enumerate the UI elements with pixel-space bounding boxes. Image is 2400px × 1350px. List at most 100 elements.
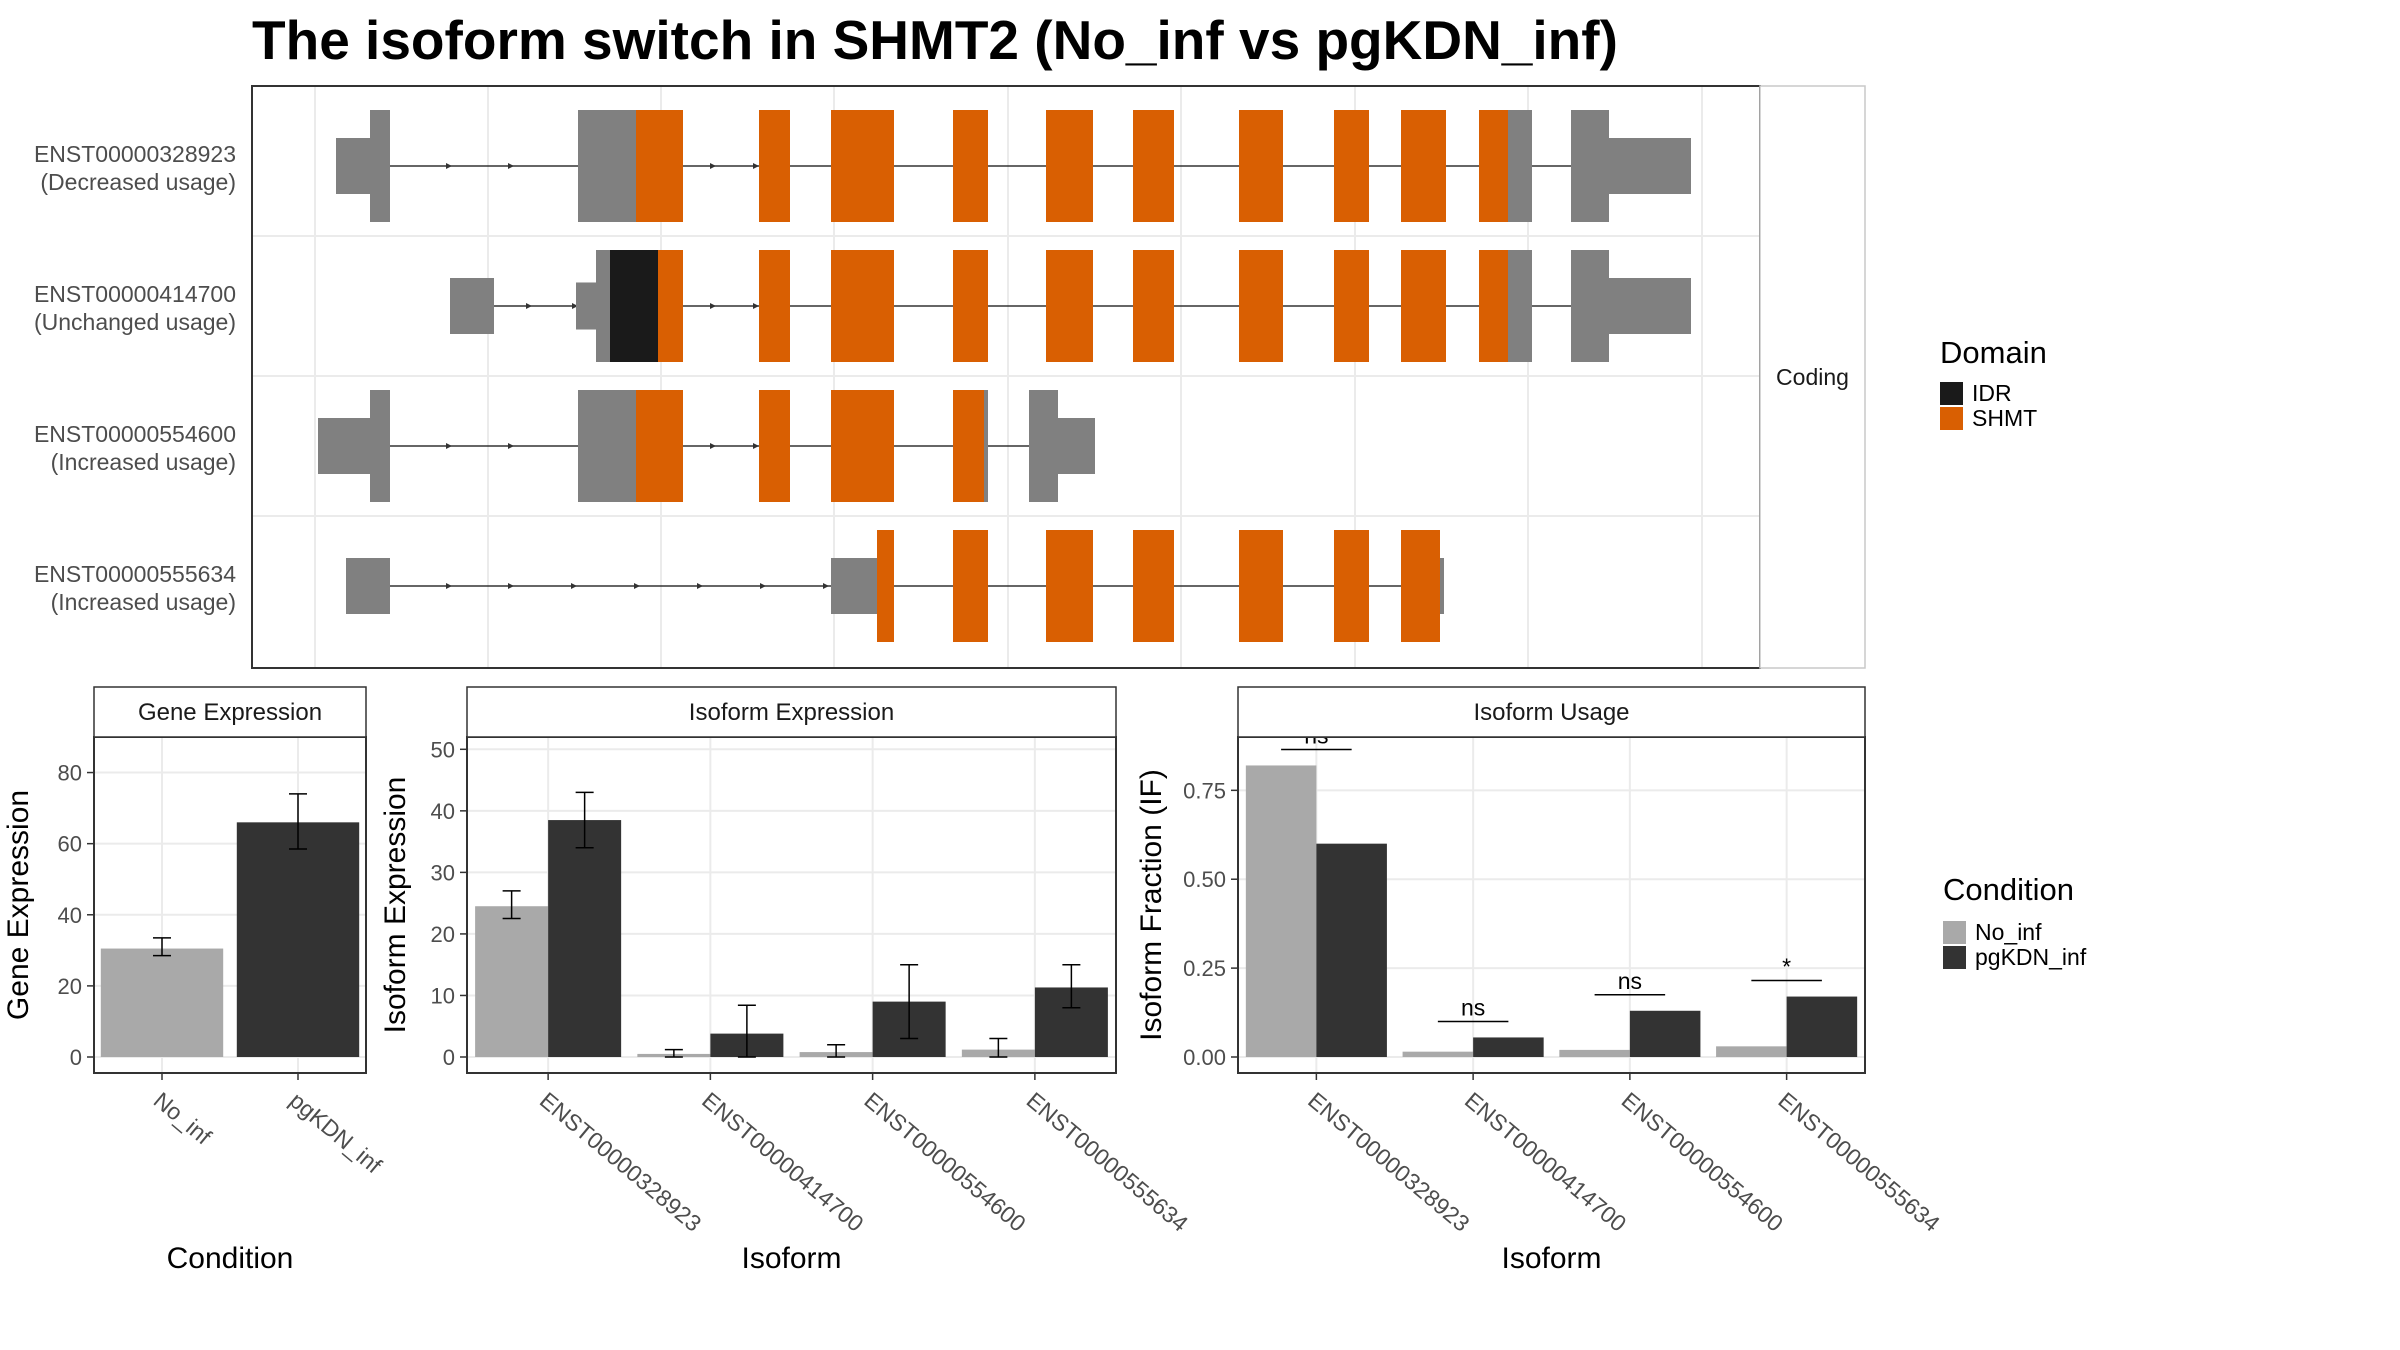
exon-shmt — [1401, 530, 1440, 642]
legend-swatch — [1940, 407, 1963, 430]
chart-panel: 0 10 20 30 40 50 ENST00000328923ENST0000041470… — [379, 686, 1193, 1275]
y-tick-label: 40 — [431, 799, 455, 824]
exon-noncoding — [1058, 418, 1095, 474]
exon-shmt — [953, 110, 988, 222]
exon-noncoding — [346, 558, 390, 614]
significance-label: ns — [1618, 968, 1642, 994]
legend-title: Condition — [1943, 872, 2074, 907]
strand-arrow — [508, 583, 514, 589]
page-title: The isoform switch in SHMT2 (No_inf vs p… — [252, 9, 1618, 71]
exon-noncoding — [596, 250, 610, 362]
track-id-label: ENST00000328923 — [34, 141, 236, 167]
chart-panel: 0 20 40 60 80 No_inf pgKDN_inf Gene Expression C… — [2, 686, 387, 1275]
bar-charts: 0 20 40 60 80 No_inf pgKDN_inf Gene Expression C… — [2, 686, 1945, 1275]
exon-idr — [610, 250, 658, 362]
exon-noncoding — [370, 390, 390, 502]
y-tick-label: 0 — [70, 1045, 82, 1070]
facet-strip — [466, 686, 1117, 738]
y-tick-label: 60 — [58, 832, 82, 857]
exon-shmt — [1479, 110, 1508, 222]
exon-shmt — [1046, 530, 1093, 642]
exon-noncoding — [1609, 278, 1691, 334]
legend-label: IDR — [1972, 380, 2012, 406]
exon-shmt — [877, 530, 894, 642]
y-tick-label: 0.25 — [1183, 956, 1226, 981]
bar — [1473, 1037, 1544, 1057]
strand-arrow — [508, 163, 514, 169]
x-tick-label: pgKDN_inf — [285, 1087, 387, 1179]
exon-shmt — [759, 390, 790, 502]
facet-strip-label: Coding — [1776, 364, 1849, 390]
exon-noncoding — [1609, 138, 1691, 194]
track-id-label: ENST00000414700 — [34, 281, 236, 307]
x-axis-label: Isoform — [1501, 1242, 1601, 1275]
legend-title: Domain — [1940, 335, 2047, 370]
exon-shmt — [953, 250, 988, 362]
exon-shmt — [953, 390, 984, 502]
strand-arrow — [446, 443, 452, 449]
legend-label: No_inf — [1975, 919, 2042, 945]
strand-arrow — [710, 443, 716, 449]
exon-shmt — [831, 110, 894, 222]
strand-arrow — [753, 303, 759, 309]
strand-arrow — [697, 583, 703, 589]
exon-noncoding — [1508, 110, 1532, 222]
track-status-label: (Unchanged usage) — [34, 309, 236, 335]
strand-arrow — [446, 583, 452, 589]
x-tick-label: ENST00000554600 — [859, 1087, 1031, 1237]
bar — [100, 948, 224, 1057]
chart-title: Isoform Usage — [1473, 699, 1629, 726]
x-tick-label: ENST00000328923 — [1303, 1087, 1475, 1237]
exon-shmt — [1334, 250, 1369, 362]
legend-swatch — [1940, 382, 1963, 405]
exon-shmt — [658, 250, 683, 362]
x-axis-label: Isoform — [741, 1242, 841, 1275]
y-tick-label: 10 — [431, 983, 455, 1008]
y-tick-label: 20 — [58, 974, 82, 999]
exon-noncoding — [576, 282, 596, 330]
strand-arrow — [572, 303, 578, 309]
bar — [1786, 996, 1858, 1057]
exon-shmt — [636, 390, 683, 502]
exon-noncoding — [370, 110, 390, 222]
strand-arrow — [710, 303, 716, 309]
bar — [1316, 843, 1387, 1057]
y-tick-label: 20 — [431, 922, 455, 947]
strand-arrow — [760, 583, 766, 589]
exon-shmt — [1239, 250, 1283, 362]
bar — [1716, 1046, 1787, 1057]
exon-shmt — [1133, 250, 1174, 362]
y-tick-label: 0 — [443, 1045, 455, 1070]
exon-shmt — [1133, 110, 1174, 222]
y-tick-label: 40 — [58, 903, 82, 928]
exon-shmt — [1334, 530, 1369, 642]
exon-shmt — [759, 250, 790, 362]
y-tick-label: 0.00 — [1183, 1045, 1226, 1070]
exon-noncoding — [1029, 390, 1058, 502]
strand-arrow — [823, 583, 829, 589]
track-status-label: (Decreased usage) — [40, 169, 236, 195]
y-tick-label: 80 — [58, 761, 82, 786]
exon-noncoding — [450, 278, 494, 334]
transcript-track — [318, 390, 1095, 502]
strand-arrow — [710, 163, 716, 169]
exon-noncoding — [1440, 558, 1444, 614]
exon-noncoding — [831, 558, 877, 614]
bar — [1629, 1010, 1701, 1057]
bar — [1559, 1049, 1630, 1057]
significance-label: * — [1782, 954, 1791, 980]
isoform-structure-panel: ENST00000328923(Decreased usage) ENST0000… — [34, 85, 1866, 669]
x-tick-label: ENST00000414700 — [1460, 1087, 1632, 1237]
bar — [1402, 1051, 1474, 1057]
bar — [548, 820, 622, 1057]
exon-noncoding — [318, 418, 372, 474]
transcript-track — [346, 530, 1444, 642]
y-tick-label: 50 — [431, 737, 455, 762]
legend-swatch — [1943, 921, 1966, 944]
x-axis-label: Condition — [167, 1242, 294, 1275]
exon-noncoding — [578, 110, 636, 222]
exon-noncoding — [984, 390, 988, 502]
